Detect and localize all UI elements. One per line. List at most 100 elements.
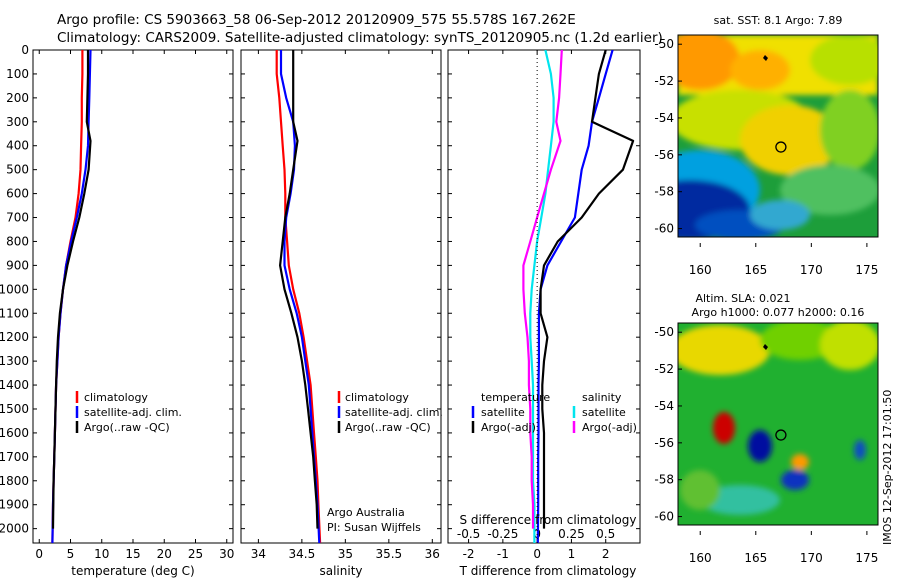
legend-label-climatology: climatology (345, 391, 409, 404)
y-tick-label: 0 (21, 43, 29, 57)
salinity-xlabel: salinity (319, 564, 362, 578)
y-tick-label: 1900 (0, 498, 29, 512)
x-tick-label: 10 (94, 547, 109, 561)
island-icon (763, 55, 768, 61)
x-tick-label: 1 (568, 547, 576, 561)
difference-legend-salinity: salinity satellite Argo(-adj) (572, 391, 637, 434)
y-tick-label: 400 (6, 139, 29, 153)
y-tick-label: 1800 (0, 474, 29, 488)
legend-label-argo: Argo(..raw -QC) (345, 421, 431, 434)
y-tick-label: -60 (654, 222, 674, 236)
y-tick-label: 900 (6, 258, 29, 272)
series-line-salinity-argo-adj- (522, 50, 563, 529)
sla-map-title: Altim. SLA: 0.021 (695, 292, 790, 305)
y-tick-label: 1200 (0, 330, 29, 344)
sla-map-field (678, 323, 878, 515)
y-tick-label: 1300 (0, 354, 29, 368)
y-tick-label: 300 (6, 115, 29, 129)
x-tick-label: 30 (219, 547, 234, 561)
x-tick-label: 36 (425, 547, 440, 561)
difference-xlabel: T difference from climatology (459, 564, 637, 578)
salinity-axes (240, 49, 442, 544)
x2-tick-label: 0.5 (596, 527, 615, 541)
y-tick-label: 1700 (0, 450, 29, 464)
series-line-argo-raw-qc- (279, 50, 319, 529)
y-tick-label: 1000 (0, 282, 29, 296)
series-line-climatology (275, 50, 322, 543)
y-tick-label: 800 (6, 234, 29, 248)
legend-label-t-argo: Argo(-adj) (481, 421, 536, 434)
sst-map (678, 35, 878, 237)
x-tick-label: -2 (463, 547, 475, 561)
sst-map-field (678, 35, 878, 237)
series-line-argo-raw-qc- (51, 50, 92, 529)
x-tick-label: 35.5 (375, 547, 402, 561)
float-position-marker (775, 429, 787, 441)
legend-label-s-satellite: satellite (582, 406, 626, 419)
x-tick-label: 170 (800, 551, 823, 565)
salinity-series (275, 50, 322, 543)
y-tick-label: 100 (6, 67, 29, 81)
y-tick-label: 2000 (0, 522, 29, 536)
temperature-ticks: 0 5 10 15 20 25 300100200300400500600700800900… (0, 43, 234, 561)
difference-axes (447, 49, 641, 544)
salinity-ticks: 34 34.5 35 35.5 36 (241, 49, 441, 561)
x-tick-label: 35 (338, 547, 353, 561)
legend-label-satellite: satellite-adj. clim. (84, 406, 182, 419)
annotation-pi: PI: Susan Wijffels (327, 521, 421, 534)
salinity-legend: climatology satellite-adj. clim. Argo(..… (337, 391, 443, 434)
x-tick-label: 165 (744, 263, 767, 277)
temperature-legend: climatology satellite-adj. clim. Argo(..… (75, 391, 182, 434)
sla-map-ticks: 160 165 170 175 -50 -52 -54 -56 -58 -60 (654, 325, 878, 565)
sst-map-frame (677, 34, 879, 238)
y-tick-label: 600 (6, 187, 29, 201)
y-tick-label: -60 (654, 510, 674, 524)
difference-series (522, 50, 635, 543)
y-tick-label: 500 (6, 163, 29, 177)
sst-map-ticks: 160 165 170 175 -50 -52 -54 -56 -58 -60 (654, 37, 878, 277)
x-tick-label: 0 (533, 547, 541, 561)
x-tick-label: -1 (497, 547, 509, 561)
x-tick-label: 2 (602, 547, 610, 561)
x2-tick-label: -0.25 (487, 527, 518, 541)
sla-map-subtitle: Argo h1000: 0.077 h2000: 0.16 (692, 306, 865, 319)
legend-label-satellite: satellite-adj. clim. (345, 406, 443, 419)
y-tick-label: 1400 (0, 378, 29, 392)
y-tick-label: -54 (654, 399, 674, 413)
legend-heading-temperature: temperature (481, 391, 550, 404)
y-tick-label: -58 (654, 473, 674, 487)
annotation-institution: Argo Australia (327, 506, 405, 519)
y-tick-label: 1500 (0, 402, 29, 416)
x-tick-label: 160 (689, 263, 712, 277)
x-tick-label: 34 (251, 547, 266, 561)
x-tick-label: 5 (67, 547, 75, 561)
figure-title-line1: Argo profile: CS 5903663_58 06-Sep-2012 … (57, 12, 576, 28)
temperature-series (51, 50, 92, 543)
x-tick-label: 165 (744, 551, 767, 565)
x-tick-label: 170 (800, 263, 823, 277)
x-tick-label: 34.5 (289, 547, 316, 561)
legend-label-climatology: climatology (84, 391, 148, 404)
x-tick-label: 25 (188, 547, 203, 561)
series-line-temperature-argo-adj- (539, 50, 635, 529)
figure-title-line2: Climatology: CARS2009. Satellite-adjuste… (57, 30, 663, 46)
y-tick-label: -50 (654, 37, 674, 51)
legend-heading-salinity: salinity (582, 391, 622, 404)
difference-x2label: S difference from climatology (460, 513, 637, 527)
x-tick-label: 160 (689, 551, 712, 565)
legend-label-argo: Argo(..raw -QC) (84, 421, 170, 434)
x2-tick-label: 0.25 (558, 527, 585, 541)
island-icon (763, 344, 768, 350)
float-position-marker (775, 141, 787, 153)
y-tick-label: -52 (654, 74, 674, 88)
y-tick-label: 1100 (0, 306, 29, 320)
imos-watermark: IMOS 12-Sep-2012 17:01:50 (881, 390, 894, 545)
x-tick-label: 20 (157, 547, 172, 561)
y-tick-label: -58 (654, 185, 674, 199)
x-tick-label: 175 (855, 263, 878, 277)
y-tick-label: -52 (654, 362, 674, 376)
series-line-salinity-satellite (529, 50, 555, 543)
x-tick-label: 15 (125, 547, 140, 561)
y-tick-label: -50 (654, 325, 674, 339)
